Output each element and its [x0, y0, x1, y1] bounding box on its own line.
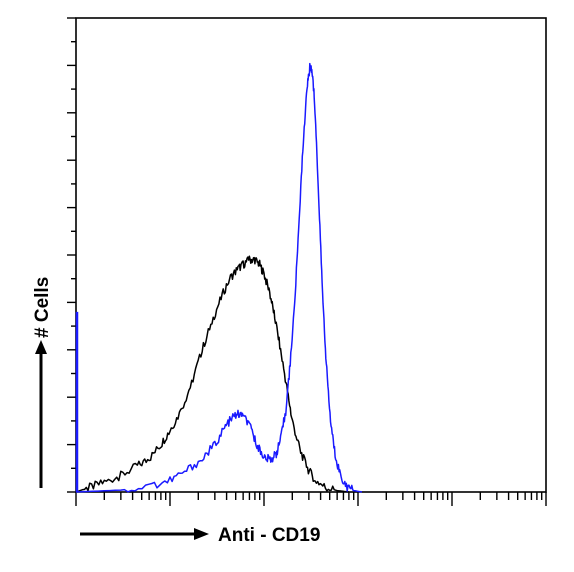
plot-frame [75, 17, 547, 493]
y-axis-label: # Cells [32, 277, 53, 338]
x-axis-arrow-head [194, 528, 209, 540]
histogram-series-2 [75, 62, 363, 493]
y-axis-arrow-head [35, 340, 47, 354]
plot-border [75, 17, 547, 493]
histogram-series-1 [75, 255, 349, 493]
x-axis-label-group: Anti - CD19 [80, 525, 320, 546]
y-axis-label-group: # Cells [32, 277, 53, 488]
axis-ticks [67, 17, 547, 506]
x-axis-label: Anti - CD19 [218, 525, 320, 546]
histogram-series [75, 62, 363, 493]
